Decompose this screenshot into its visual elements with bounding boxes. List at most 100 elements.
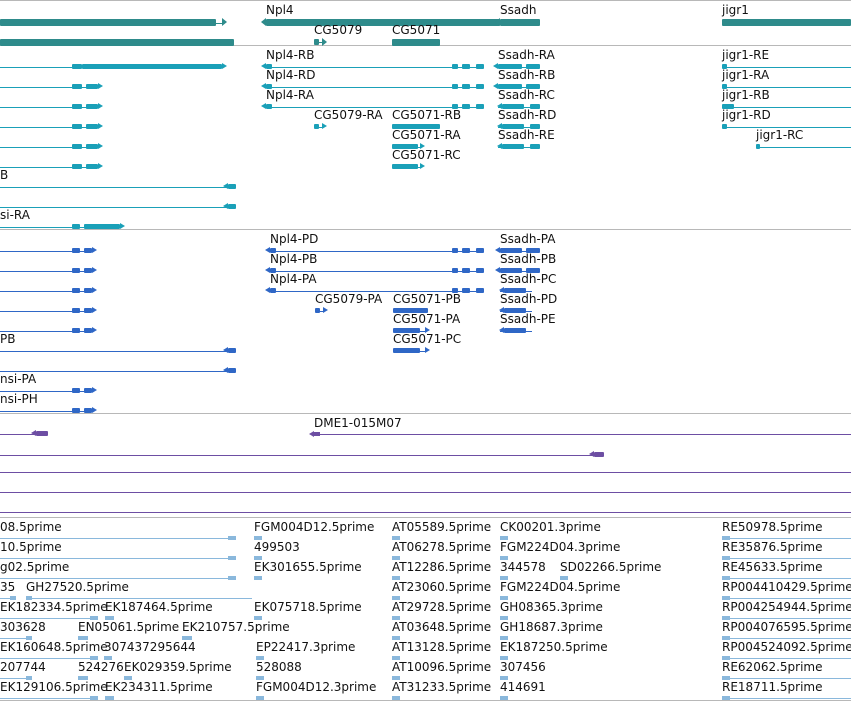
feature-exon[interactable] <box>500 19 540 26</box>
feature-label[interactable]: AT12286.5prime <box>392 560 492 574</box>
feature-label[interactable]: EK029359.5prime <box>124 660 232 674</box>
feature-exon[interactable] <box>124 676 132 680</box>
feature-exon[interactable] <box>476 288 484 293</box>
feature-label[interactable]: DME1-015M07 <box>314 416 402 430</box>
feature-label[interactable]: EK234311.5prime <box>105 680 213 694</box>
feature-label[interactable]: Ssadh <box>500 3 537 17</box>
feature-exon[interactable] <box>722 84 727 89</box>
feature-exon[interactable] <box>722 556 730 560</box>
feature-exon[interactable] <box>526 248 540 253</box>
feature-exon[interactable] <box>502 104 524 109</box>
feature-label[interactable]: si-RA <box>0 208 30 222</box>
feature-exon[interactable] <box>476 268 484 273</box>
feature-label[interactable]: 414691 <box>500 680 546 694</box>
feature-label[interactable]: AT03648.5prime <box>392 620 492 634</box>
feature-exon[interactable] <box>526 268 540 273</box>
feature-exon[interactable] <box>270 248 276 253</box>
feature-exon[interactable] <box>722 636 730 640</box>
feature-exon[interactable] <box>254 536 262 540</box>
feature-exon[interactable] <box>530 124 540 129</box>
feature-exon[interactable] <box>462 104 470 109</box>
feature-label[interactable]: jigr1-RC <box>756 128 804 142</box>
feature-label[interactable]: EK182334.5prime <box>0 600 108 614</box>
feature-exon[interactable] <box>266 84 272 89</box>
feature-exon[interactable] <box>500 696 508 700</box>
feature-exon[interactable] <box>452 288 458 293</box>
feature-label[interactable]: GH18687.3prime <box>500 620 603 634</box>
feature-exon[interactable] <box>722 576 730 580</box>
feature-label[interactable]: FGM224D04.3prime <box>500 540 621 554</box>
feature-exon[interactable] <box>315 308 320 313</box>
feature-exon[interactable] <box>756 144 760 149</box>
feature-label[interactable]: jigr1-RD <box>722 108 771 122</box>
feature-exon[interactable] <box>500 536 508 540</box>
feature-exon[interactable] <box>500 616 508 620</box>
feature-exon[interactable] <box>228 184 236 189</box>
feature-label[interactable]: 10.5prime <box>0 540 62 554</box>
feature-label[interactable]: EK160648.5prime <box>0 640 108 654</box>
feature-label[interactable]: CG5079-RA <box>314 108 383 122</box>
feature-label[interactable]: jigr1-RA <box>722 68 770 82</box>
feature-exon[interactable] <box>498 84 522 89</box>
feature-exon[interactable] <box>393 308 428 313</box>
feature-label[interactable]: 307437295644 <box>104 640 196 654</box>
feature-exon[interactable] <box>452 104 458 109</box>
feature-exon[interactable] <box>84 224 120 229</box>
feature-label[interactable]: EP22417.3prime <box>256 640 356 654</box>
feature-exon[interactable] <box>266 19 500 26</box>
feature-exon[interactable] <box>504 308 526 313</box>
feature-label[interactable]: CG5071 <box>392 23 441 37</box>
feature-label[interactable]: FGM224D04.5prime <box>500 580 621 594</box>
feature-label[interactable]: 08.5prime <box>0 520 62 534</box>
feature-exon[interactable] <box>266 104 272 109</box>
feature-exon[interactable] <box>476 64 484 69</box>
feature-label[interactable]: SD02266.5prime <box>560 560 662 574</box>
feature-exon[interactable] <box>462 248 470 253</box>
feature-exon[interactable] <box>314 432 320 436</box>
feature-label[interactable]: AT10096.5prime <box>392 660 492 674</box>
feature-label[interactable]: RE62062.5prime <box>722 660 823 674</box>
feature-exon[interactable] <box>392 696 400 700</box>
feature-exon[interactable] <box>228 576 236 580</box>
feature-exon[interactable] <box>476 84 484 89</box>
feature-label[interactable]: EK075718.5prime <box>254 600 362 614</box>
feature-label[interactable]: RE35876.5prime <box>722 540 823 554</box>
feature-label[interactable]: CG5071-PB <box>393 292 462 306</box>
feature-exon[interactable] <box>256 656 264 660</box>
feature-exon[interactable] <box>502 144 524 149</box>
feature-label[interactable]: AT13128.5prime <box>392 640 492 654</box>
feature-exon[interactable] <box>500 676 508 680</box>
feature-label[interactable]: CG5071-RC <box>392 148 461 162</box>
feature-exon[interactable] <box>105 696 114 700</box>
feature-label[interactable]: AT23060.5prime <box>392 580 492 594</box>
feature-exon[interactable] <box>462 288 470 293</box>
feature-exon[interactable] <box>498 64 522 69</box>
feature-exon[interactable] <box>393 348 420 353</box>
feature-exon[interactable] <box>500 248 522 253</box>
feature-label[interactable]: B <box>0 168 9 182</box>
feature-label[interactable]: CK00201.3prime <box>500 520 601 534</box>
feature-label[interactable]: nsi-PH <box>0 392 38 406</box>
feature-exon[interactable] <box>392 576 400 580</box>
feature-exon[interactable] <box>526 84 540 89</box>
feature-label[interactable]: RP004410429.5prime <box>722 580 851 594</box>
feature-label[interactable]: PB <box>0 332 16 346</box>
feature-exon[interactable] <box>104 656 112 660</box>
feature-exon[interactable] <box>722 536 730 540</box>
feature-label[interactable]: Ssadh-RD <box>498 108 557 122</box>
feature-exon[interactable] <box>504 328 526 333</box>
feature-label[interactable]: Ssadh-RB <box>498 68 556 82</box>
feature-label[interactable]: EK301655.5prime <box>254 560 362 574</box>
feature-exon[interactable] <box>452 84 458 89</box>
feature-exon[interactable] <box>500 268 522 273</box>
feature-label[interactable]: CG5071-PA <box>393 312 461 326</box>
feature-exon[interactable] <box>228 556 236 560</box>
feature-exon[interactable] <box>452 248 458 253</box>
feature-label[interactable]: g02.5prime <box>0 560 70 574</box>
feature-label[interactable]: AT31233.5prime <box>392 680 492 694</box>
feature-exon[interactable] <box>530 104 540 109</box>
feature-exon[interactable] <box>392 596 400 600</box>
feature-label[interactable]: 499503 <box>254 540 300 554</box>
feature-label[interactable]: 307456 <box>500 660 546 674</box>
feature-exon[interactable] <box>500 596 508 600</box>
